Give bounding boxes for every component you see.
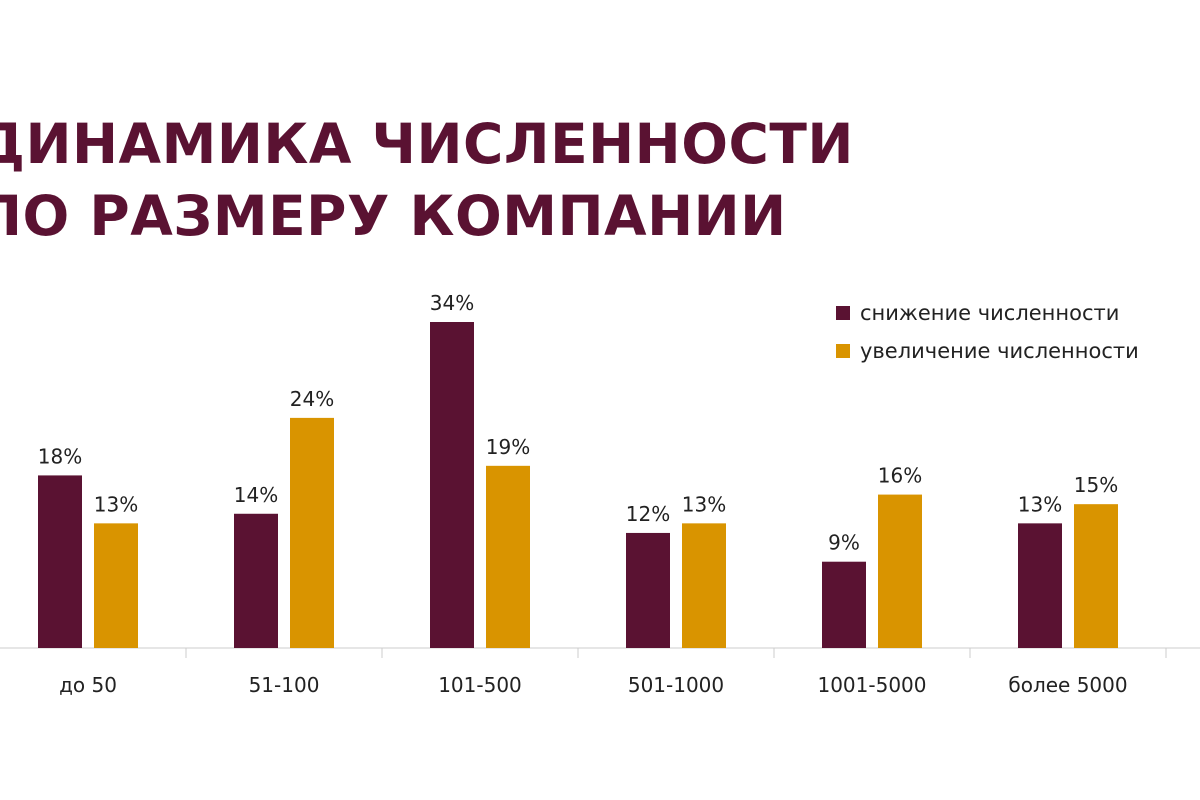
bar-decrease-5 bbox=[1018, 523, 1062, 648]
data-label: 13% bbox=[682, 492, 726, 516]
bar-decrease-3 bbox=[626, 532, 670, 648]
legend-label-increase: увеличение численности bbox=[860, 339, 1139, 363]
x-tick-label: до 50 bbox=[59, 673, 117, 697]
x-tick-label: 501-1000 bbox=[628, 673, 724, 697]
legend-swatch-increase bbox=[836, 344, 850, 358]
bar-increase-5 bbox=[1074, 504, 1118, 648]
bar-increase-2 bbox=[486, 465, 530, 648]
data-label: 34% bbox=[430, 291, 474, 315]
bar-decrease-2 bbox=[430, 322, 474, 648]
data-label: 19% bbox=[486, 435, 530, 459]
bar-increase-4 bbox=[878, 494, 922, 648]
data-label: 15% bbox=[1074, 473, 1118, 497]
legend-item-increase: увеличение численности bbox=[836, 332, 1139, 370]
x-tick-label: 1001-5000 bbox=[817, 673, 926, 697]
data-label: 18% bbox=[38, 444, 82, 468]
bar-decrease-1 bbox=[234, 513, 278, 648]
chart-title: ДИНАМИКА ЧИСЛЕННОСТИ ПО РАЗМЕРУ КОМПАНИИ bbox=[0, 108, 854, 252]
x-tick-label: более 5000 bbox=[1008, 673, 1127, 697]
bar-increase-3 bbox=[682, 523, 726, 648]
x-tick-label: 51-100 bbox=[249, 673, 320, 697]
legend-label-decrease: снижение численности bbox=[860, 301, 1120, 325]
legend: снижение численности увеличение численно… bbox=[836, 294, 1139, 370]
data-label: 9% bbox=[828, 531, 860, 555]
bar-decrease-0 bbox=[38, 475, 82, 648]
data-label: 24% bbox=[290, 387, 334, 411]
legend-item-decrease: снижение численности bbox=[836, 294, 1139, 332]
data-label: 14% bbox=[234, 483, 278, 507]
data-label: 13% bbox=[1018, 492, 1062, 516]
data-label: 12% bbox=[626, 502, 670, 526]
bar-increase-0 bbox=[94, 523, 138, 648]
chart-title-line-1: ДИНАМИКА ЧИСЛЕННОСТИ bbox=[0, 112, 854, 176]
bar-decrease-4 bbox=[822, 561, 866, 648]
bar-increase-1 bbox=[290, 417, 334, 648]
data-label: 16% bbox=[878, 464, 922, 488]
chart-title-line-2: ПО РАЗМЕРУ КОМПАНИИ bbox=[0, 184, 787, 248]
legend-swatch-decrease bbox=[836, 306, 850, 320]
data-label: 13% bbox=[94, 492, 138, 516]
x-tick-label: 101-500 bbox=[438, 673, 522, 697]
